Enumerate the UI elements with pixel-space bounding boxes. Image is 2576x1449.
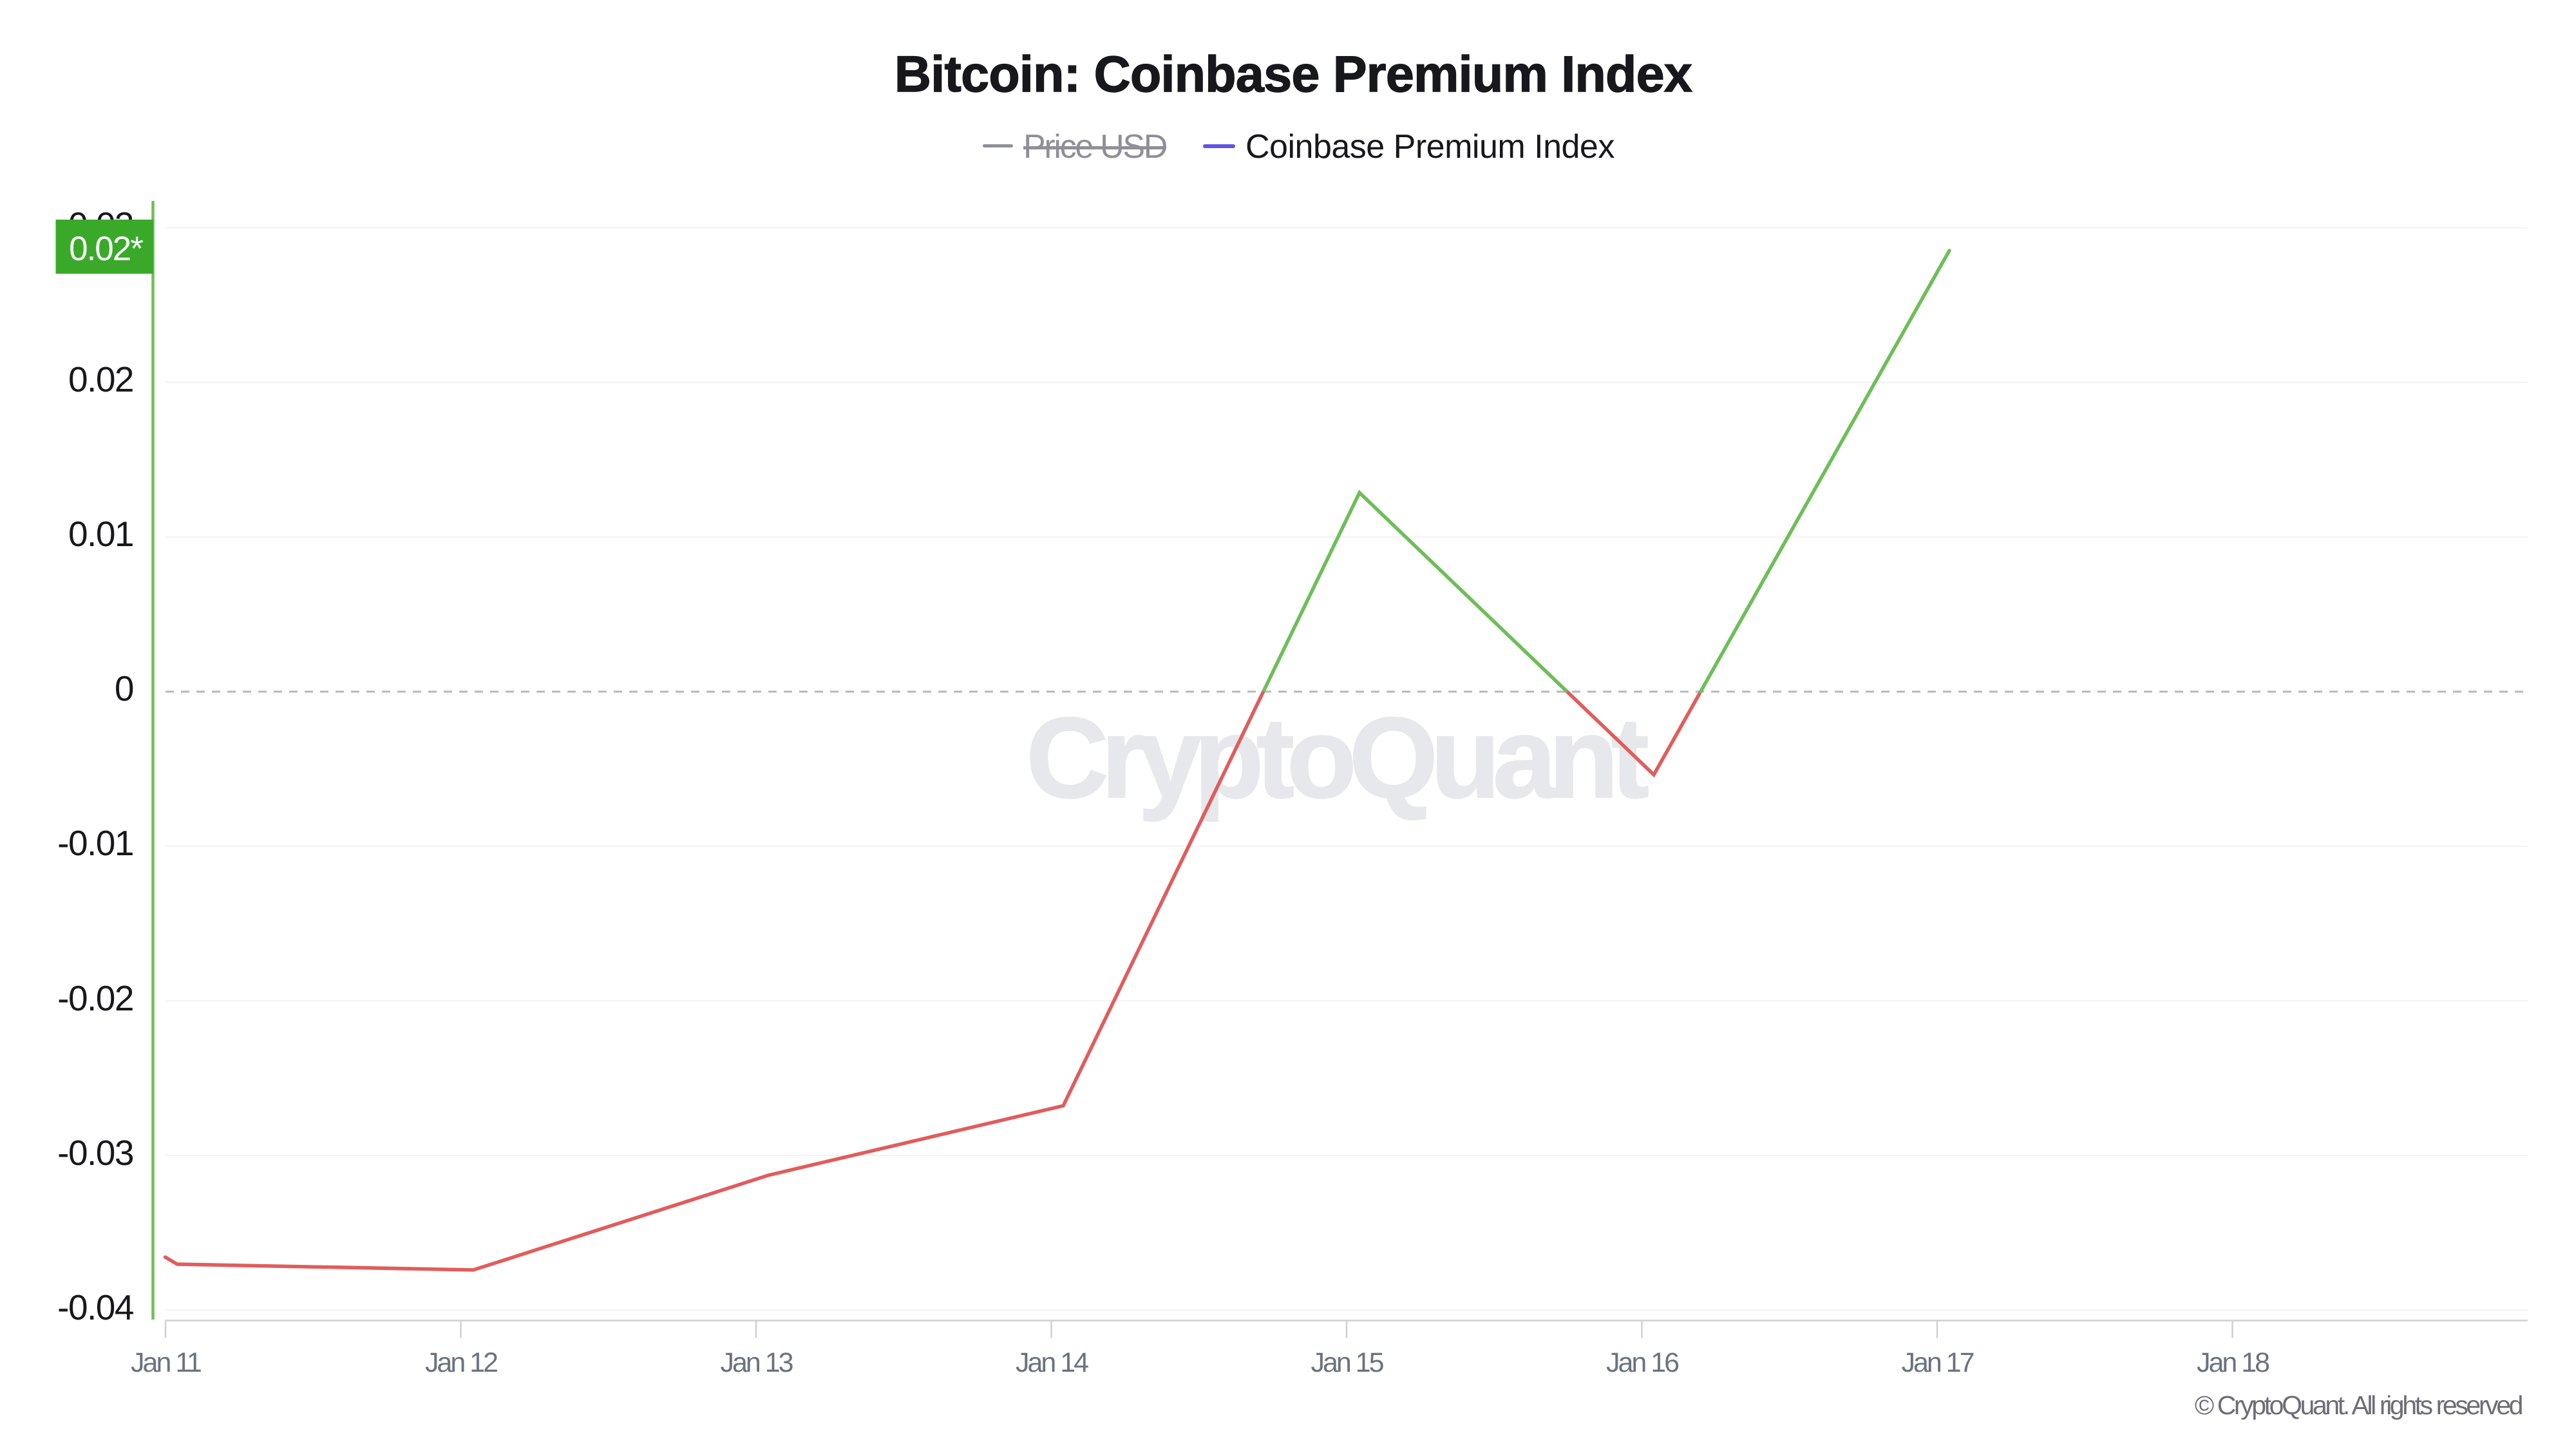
svg-text:0.02*: 0.02*: [69, 230, 143, 268]
